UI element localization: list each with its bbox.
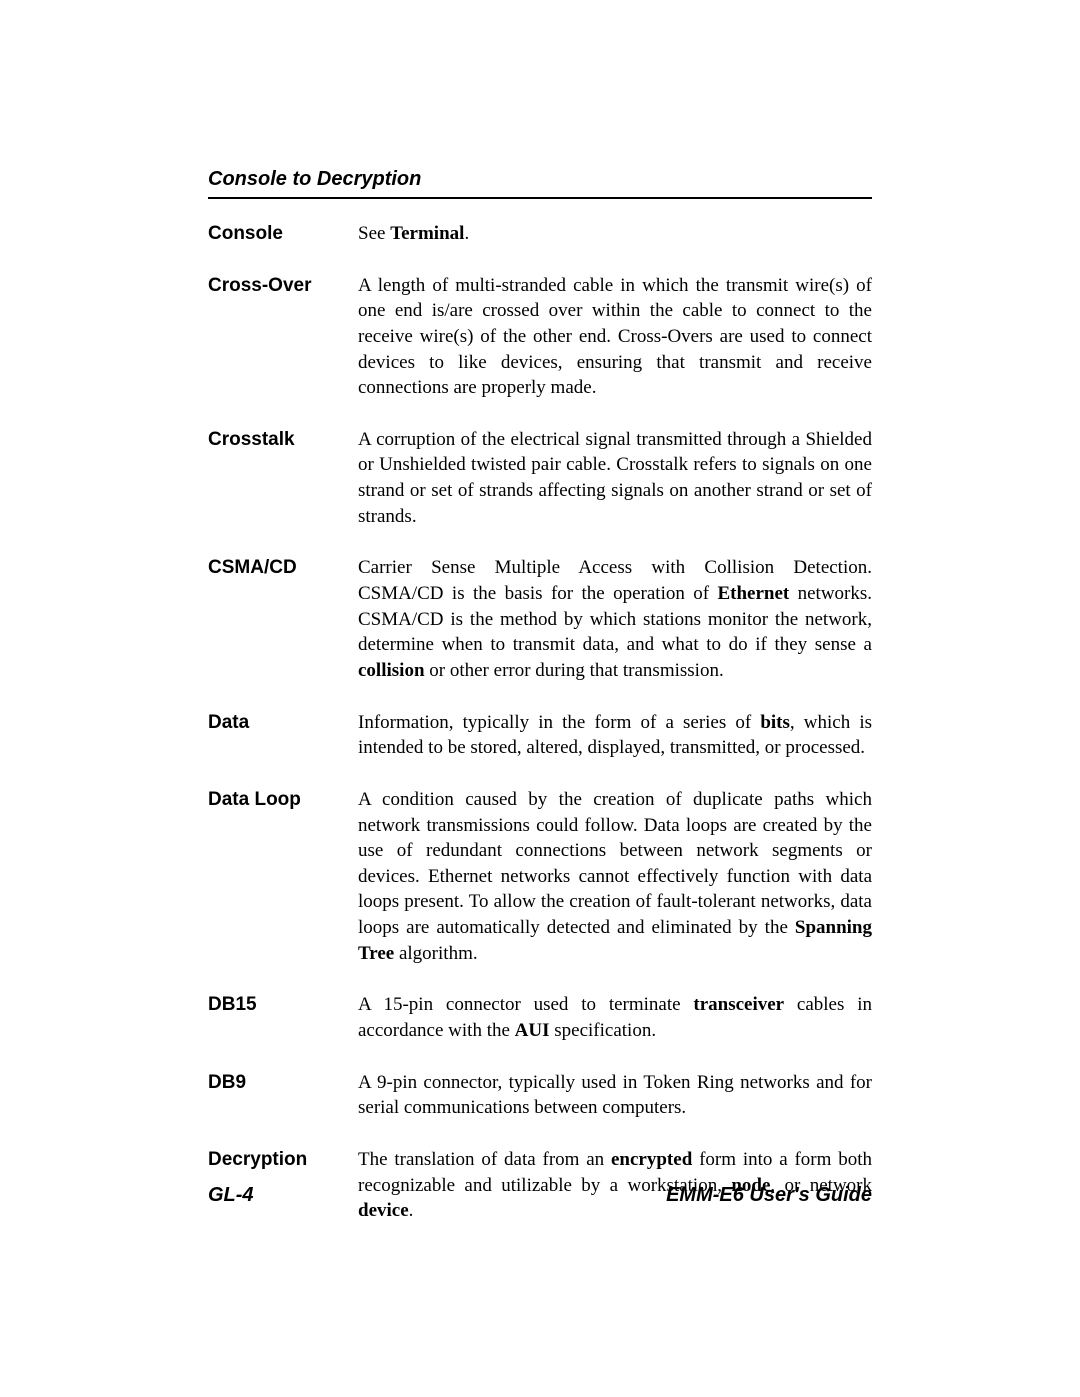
glossary-definition: See Terminal. <box>358 221 872 247</box>
glossary-definition: Carrier Sense Multiple Access with Colli… <box>358 555 872 683</box>
glossary-page: Console to Decryption ConsoleSee Termina… <box>0 0 1080 1397</box>
glossary-entry: DataInformation, typically in the form o… <box>208 710 872 761</box>
glossary-definition: A length of multi-stranded cable in whic… <box>358 273 872 401</box>
glossary-term: CSMA/CD <box>208 555 358 581</box>
glossary-entry: ConsoleSee Terminal. <box>208 221 872 247</box>
glossary-term: Console <box>208 221 358 247</box>
footer-page-number: GL-4 <box>208 1184 254 1207</box>
glossary-definition: A 9-pin connector, typically used in Tok… <box>358 1070 872 1121</box>
glossary-entry: DB9A 9-pin connector, typically used in … <box>208 1070 872 1121</box>
glossary-entry: CrosstalkA corruption of the electrical … <box>208 427 872 530</box>
glossary-term: Data <box>208 710 358 736</box>
glossary-entry: Cross-OverA length of multi-stranded cab… <box>208 273 872 401</box>
footer-doc-title: EMM-E6 User's Guide <box>666 1184 872 1207</box>
running-head: Console to Decryption <box>208 168 872 197</box>
glossary-definition: Information, typically in the form of a … <box>358 710 872 761</box>
glossary-term: DB9 <box>208 1070 358 1096</box>
glossary-definition: A corruption of the electrical signal tr… <box>358 427 872 530</box>
header-rule <box>208 197 872 199</box>
glossary-term: DB15 <box>208 992 358 1018</box>
glossary-term: Crosstalk <box>208 427 358 453</box>
glossary-entries: ConsoleSee Terminal.Cross-OverA length o… <box>208 221 872 1224</box>
glossary-term: Decryption <box>208 1147 358 1173</box>
page-footer: GL-4 EMM-E6 User's Guide <box>208 1184 872 1207</box>
glossary-definition: A 15-pin connector used to terminate tra… <box>358 992 872 1043</box>
glossary-entry: CSMA/CDCarrier Sense Multiple Access wit… <box>208 555 872 683</box>
glossary-definition: A condition caused by the creation of du… <box>358 787 872 966</box>
glossary-term: Cross-Over <box>208 273 358 299</box>
glossary-term: Data Loop <box>208 787 358 813</box>
glossary-entry: DB15A 15-pin connector used to terminate… <box>208 992 872 1043</box>
glossary-entry: Data LoopA condition caused by the creat… <box>208 787 872 966</box>
